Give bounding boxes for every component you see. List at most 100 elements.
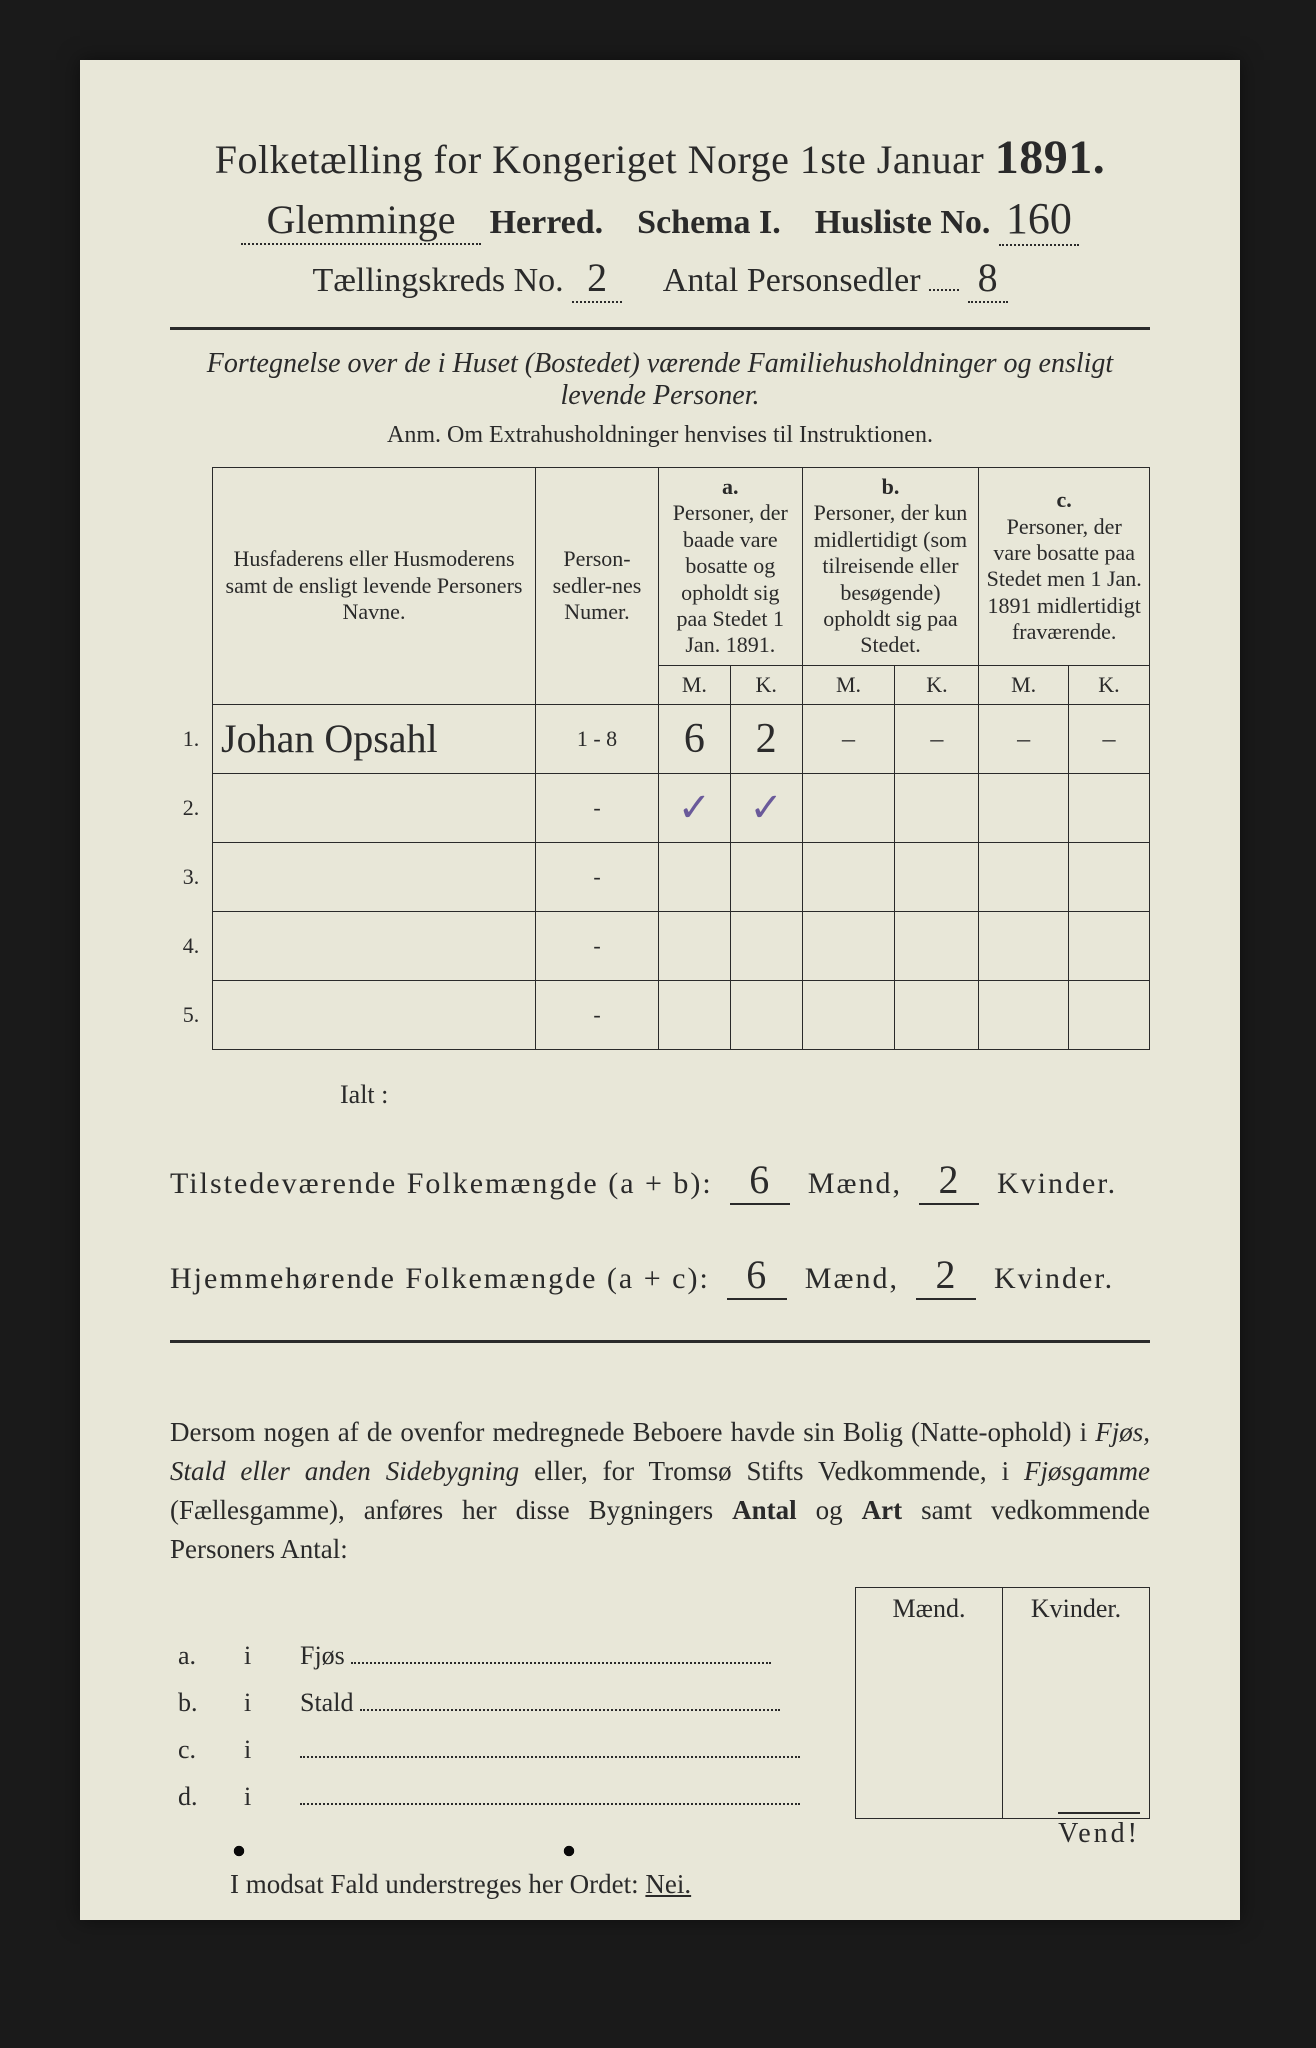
totals-l2-m: 6 <box>746 1251 768 1298</box>
para-em2: Fjøsgamme <box>1024 1456 1150 1486</box>
kreds-handwritten: 2 <box>572 254 622 303</box>
side-paragraph: Dersom nogen af de ovenfor medregnede Be… <box>170 1413 1150 1570</box>
totals-line2: Hjemmehørende Folkemængde (a + c): 6 Mæn… <box>170 1251 1150 1300</box>
totals-line1: Tilstedeværende Folkemængde (a + b): 6 M… <box>170 1156 1150 1205</box>
side-i: i <box>236 1724 292 1771</box>
totals-l1-k: 2 <box>938 1156 960 1203</box>
title-line: Folketælling for Kongeriget Norge 1ste J… <box>170 130 1150 185</box>
closing-line: I modsat Fald understreges her Ordet: Ne… <box>230 1869 1150 1900</box>
husliste-handwritten: 160 <box>999 193 1079 246</box>
row-bm: – <box>842 724 855 754</box>
intro-line1b: levende Personer. <box>560 380 759 411</box>
side-label: Stald <box>300 1688 353 1717</box>
b-m: M. <box>802 665 895 704</box>
divider <box>170 327 1150 330</box>
title-prefix: Folketælling for Kongeriget Norge 1ste J… <box>215 137 984 182</box>
totals-kvinder2: Kvinder. <box>994 1262 1114 1295</box>
c-k: K. <box>1068 665 1149 704</box>
para-t2: eller, for Tromsø Stifts Vedkommende, i <box>519 1456 1024 1486</box>
row-num: 3. <box>170 842 213 911</box>
para-b2: Art <box>862 1495 902 1525</box>
row-cm: – <box>1017 724 1030 754</box>
row-ak: 2 <box>756 715 777 763</box>
b-k: K. <box>895 665 979 704</box>
household-table: Husfaderens eller Husmoderens samt de en… <box>170 467 1150 1050</box>
col-a-text: Personer, der baade vare bosatte og opho… <box>673 500 788 657</box>
row-sedler: - <box>593 864 600 889</box>
para-t1: Dersom nogen af de ovenfor medregnede Be… <box>170 1417 1095 1447</box>
row-sedler: - <box>593 795 600 820</box>
a-m: M. <box>659 665 731 704</box>
col-b-label: b. Personer, der kun midlertidigt (som t… <box>802 468 979 666</box>
table-row: 1. Johan Opsahl 1 - 8 6 2 – – – – <box>170 704 1150 773</box>
col-c-label: c. Personer, der vare bosatte paa Stedet… <box>979 468 1150 666</box>
para-t3: (Fællesgamme), anføres her disse Bygning… <box>170 1495 732 1525</box>
side-key: d. <box>170 1771 236 1818</box>
c-m: M. <box>979 665 1069 704</box>
side-maend: Mænd. <box>856 1588 1003 1631</box>
header-line3: Tællingskreds No. 2 Antal Personsedler 8 <box>170 254 1150 303</box>
totals-maend: Mænd, <box>808 1167 902 1200</box>
para-t4: og <box>797 1495 862 1525</box>
row-sedler: 1 - 8 <box>577 726 617 751</box>
divider2 <box>170 1340 1150 1343</box>
para-b1: Antal <box>732 1495 797 1525</box>
closing-text: I modsat Fald understreges her Ordet: <box>230 1869 639 1899</box>
title-year: 1891. <box>995 131 1106 184</box>
table-row: 2. - ✓ ✓ <box>170 773 1150 842</box>
row-am: ✓ <box>678 784 712 831</box>
totals-l2-label: Hjemmehørende Folkemængde (a + c): <box>170 1262 710 1296</box>
census-form-page: Folketælling for Kongeriget Norge 1ste J… <box>80 60 1240 1920</box>
kreds-label: Tællingskreds No. <box>312 262 563 299</box>
col-a-letter: a. <box>722 474 739 499</box>
table-row: 4. - <box>170 911 1150 980</box>
row-name: Johan Opsahl <box>221 715 438 762</box>
closing-nei: Nei. <box>645 1869 691 1899</box>
col-num-header: Person-sedler-nes Numer. <box>536 468 659 705</box>
intro-text: Fortegnelse over de i Huset (Bostedet) v… <box>170 348 1150 412</box>
side-key: b. <box>170 1677 236 1724</box>
row-num: 2. <box>170 773 213 842</box>
side-row: b. i Stald <box>170 1677 1150 1724</box>
row-sedler: - <box>593 933 600 958</box>
row-num: 4. <box>170 911 213 980</box>
side-kvinder: Kvinder. <box>1003 1588 1150 1631</box>
row-am: 6 <box>684 715 705 763</box>
side-key: c. <box>170 1724 236 1771</box>
side-key: a. <box>170 1630 236 1677</box>
side-i: i <box>236 1771 292 1818</box>
antal-handwritten: 8 <box>968 254 1008 303</box>
punch-hole-icon <box>230 1842 248 1860</box>
vend-label: Vend! <box>1058 1812 1140 1850</box>
side-i: i <box>236 1677 292 1724</box>
col-c-text: Personer, der vare bosatte paa Stedet me… <box>987 514 1142 645</box>
row-ak: ✓ <box>749 784 783 831</box>
anm-text: Anm. Om Extrahusholdninger henvises til … <box>170 422 1150 449</box>
side-row: a. i Fjøs <box>170 1630 1150 1677</box>
row-num: 1. <box>170 704 213 773</box>
husliste-label: Husliste No. <box>815 204 991 241</box>
row-ck: – <box>1102 724 1115 754</box>
totals-l1-label: Tilstedeværende Folkemængde (a + b): <box>170 1167 713 1201</box>
herred-label: Herred. <box>490 204 604 241</box>
totals-l1-m: 6 <box>749 1156 771 1203</box>
punch-hole-icon <box>560 1842 578 1860</box>
row-num: 5. <box>170 980 213 1049</box>
header-line2: Glemminge Herred. Schema I. Husliste No.… <box>170 193 1150 246</box>
side-i: i <box>236 1630 292 1677</box>
table-row: 5. - <box>170 980 1150 1049</box>
ialt-label: Ialt : <box>340 1080 1150 1110</box>
herred-handwritten: Glemminge <box>241 196 481 245</box>
intro-line1a: Fortegnelse over de i Huset (Bostedet) v… <box>207 348 1113 379</box>
a-k: K. <box>730 665 802 704</box>
table-row: 3. - <box>170 842 1150 911</box>
row-sedler: - <box>593 1002 600 1027</box>
totals-kvinder: Kvinder. <box>997 1167 1117 1200</box>
col-b-text: Personer, der kun midlertidigt (som tilr… <box>814 500 968 657</box>
side-label: Fjøs <box>300 1641 345 1670</box>
side-building-table: Mænd. Kvinder. a. i Fjøs b. i Stald c. i… <box>170 1587 1150 1819</box>
col-c-letter: c. <box>1057 487 1072 512</box>
side-row: d. i <box>170 1771 1150 1818</box>
col-b-letter: b. <box>882 474 900 499</box>
schema-label: Schema I. <box>637 204 781 241</box>
